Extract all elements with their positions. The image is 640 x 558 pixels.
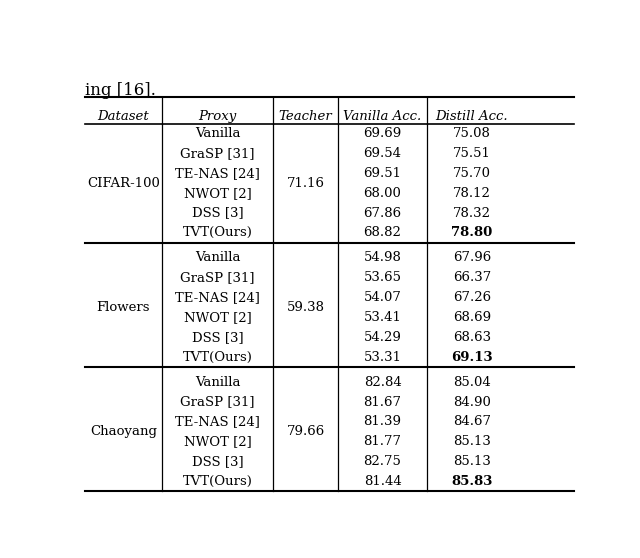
- Text: 69.69: 69.69: [364, 127, 402, 140]
- Text: GraSP [31]: GraSP [31]: [180, 147, 255, 160]
- Text: TVT(Ours): TVT(Ours): [182, 351, 253, 364]
- Text: DSS [3]: DSS [3]: [192, 331, 243, 344]
- Text: TE-NAS [24]: TE-NAS [24]: [175, 416, 260, 429]
- Text: Dataset: Dataset: [97, 110, 149, 123]
- Text: Proxy: Proxy: [198, 110, 237, 123]
- Text: 85.04: 85.04: [453, 376, 491, 389]
- Text: Flowers: Flowers: [97, 301, 150, 314]
- Text: 85.13: 85.13: [453, 455, 491, 468]
- Text: 68.69: 68.69: [452, 311, 491, 324]
- Text: 85.83: 85.83: [451, 475, 493, 488]
- Text: 78.12: 78.12: [453, 187, 491, 200]
- Text: 82.75: 82.75: [364, 455, 401, 468]
- Text: 66.37: 66.37: [452, 271, 491, 284]
- Text: 71.16: 71.16: [287, 177, 324, 190]
- Text: Vanilla: Vanilla: [195, 376, 241, 389]
- Text: NWOT [2]: NWOT [2]: [184, 435, 252, 448]
- Text: TE-NAS [24]: TE-NAS [24]: [175, 167, 260, 180]
- Text: 68.82: 68.82: [364, 227, 401, 239]
- Text: 54.29: 54.29: [364, 331, 401, 344]
- Text: 69.54: 69.54: [364, 147, 401, 160]
- Text: 75.08: 75.08: [453, 127, 491, 140]
- Text: 75.51: 75.51: [453, 147, 491, 160]
- Text: 53.31: 53.31: [364, 351, 401, 364]
- Text: ing [16].: ing [16].: [85, 82, 156, 99]
- Text: Distill Acc.: Distill Acc.: [436, 110, 508, 123]
- Text: TVT(Ours): TVT(Ours): [182, 227, 253, 239]
- Text: NWOT [2]: NWOT [2]: [184, 311, 252, 324]
- Text: GraSP [31]: GraSP [31]: [180, 396, 255, 408]
- Text: 68.63: 68.63: [452, 331, 491, 344]
- Text: 81.44: 81.44: [364, 475, 401, 488]
- Text: 54.07: 54.07: [364, 291, 401, 304]
- Text: Vanilla: Vanilla: [195, 252, 241, 264]
- Text: 84.67: 84.67: [453, 416, 491, 429]
- Text: 67.96: 67.96: [452, 252, 491, 264]
- Text: 78.32: 78.32: [453, 206, 491, 219]
- Text: TE-NAS [24]: TE-NAS [24]: [175, 291, 260, 304]
- Text: 78.80: 78.80: [451, 227, 492, 239]
- Text: 85.13: 85.13: [453, 435, 491, 448]
- Text: 75.70: 75.70: [453, 167, 491, 180]
- Text: 68.00: 68.00: [364, 187, 401, 200]
- Text: 67.26: 67.26: [452, 291, 491, 304]
- Text: Teacher: Teacher: [279, 110, 333, 123]
- Text: Chaoyang: Chaoyang: [90, 425, 157, 439]
- Text: 59.38: 59.38: [287, 301, 324, 314]
- Text: TVT(Ours): TVT(Ours): [182, 475, 253, 488]
- Text: 81.67: 81.67: [364, 396, 401, 408]
- Text: GraSP [31]: GraSP [31]: [180, 271, 255, 284]
- Text: 67.86: 67.86: [364, 206, 402, 219]
- Text: 53.41: 53.41: [364, 311, 401, 324]
- Text: 82.84: 82.84: [364, 376, 401, 389]
- Text: 54.98: 54.98: [364, 252, 401, 264]
- Text: 79.66: 79.66: [287, 425, 325, 439]
- Text: 69.13: 69.13: [451, 351, 493, 364]
- Text: DSS [3]: DSS [3]: [192, 206, 243, 219]
- Text: 81.39: 81.39: [364, 416, 401, 429]
- Text: DSS [3]: DSS [3]: [192, 455, 243, 468]
- Text: CIFAR-100: CIFAR-100: [87, 177, 160, 190]
- Text: 84.90: 84.90: [453, 396, 491, 408]
- Text: NWOT [2]: NWOT [2]: [184, 187, 252, 200]
- Text: 81.77: 81.77: [364, 435, 401, 448]
- Text: Vanilla Acc.: Vanilla Acc.: [344, 110, 422, 123]
- Text: 53.65: 53.65: [364, 271, 401, 284]
- Text: 69.51: 69.51: [364, 167, 401, 180]
- Text: Vanilla: Vanilla: [195, 127, 241, 140]
